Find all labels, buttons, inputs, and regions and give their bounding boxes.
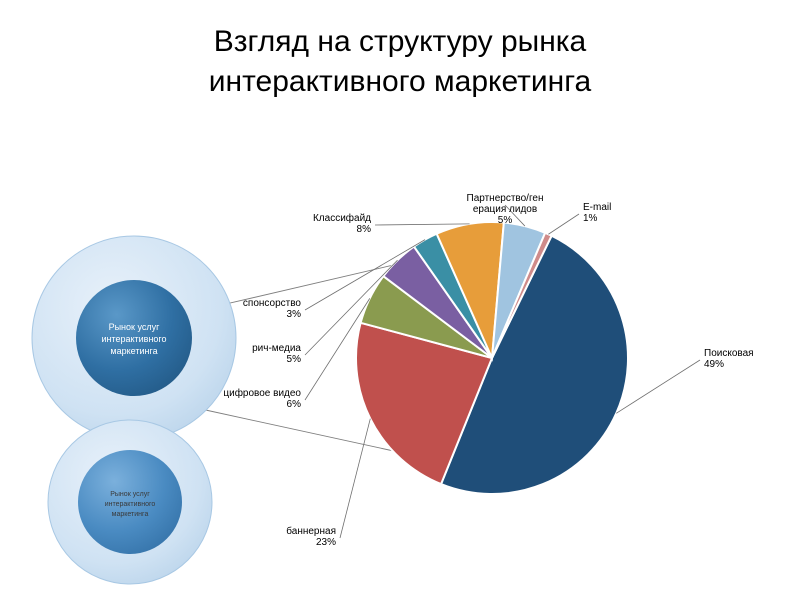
slice-label: Партнерство/генерация лидов5% [467, 193, 544, 226]
slice-label: баннерная23% [286, 525, 336, 548]
slice-label: спонсорство3% [243, 298, 302, 320]
slice-label: цифровое видео6% [223, 387, 301, 410]
slice-label: Поисковая49% [704, 348, 754, 370]
leader-line [616, 360, 700, 413]
bubble-top-label: Рынок услугинтерактивногомаркетинга [101, 322, 166, 356]
leader-line [340, 419, 370, 538]
slice-label: Классифайд8% [313, 212, 371, 235]
leader-line [548, 214, 579, 234]
pie-chart [356, 222, 628, 494]
slice-label: рич-медиа5% [252, 343, 301, 365]
bubble-group-bottom: Рынок услугинтерактивногомаркетинга [48, 420, 212, 584]
connector-line [206, 410, 392, 451]
bubble-group-top: Рынок услугинтерактивногомаркетинга [32, 236, 236, 440]
slice-label: E-mail1% [583, 202, 611, 224]
bubble-bottom-label: Рынок услугинтерактивногомаркетинга [105, 491, 156, 518]
leader-line [375, 224, 470, 225]
chart-canvas: Поисковая49% баннерная23% цифровое видео6%… [0, 0, 800, 599]
